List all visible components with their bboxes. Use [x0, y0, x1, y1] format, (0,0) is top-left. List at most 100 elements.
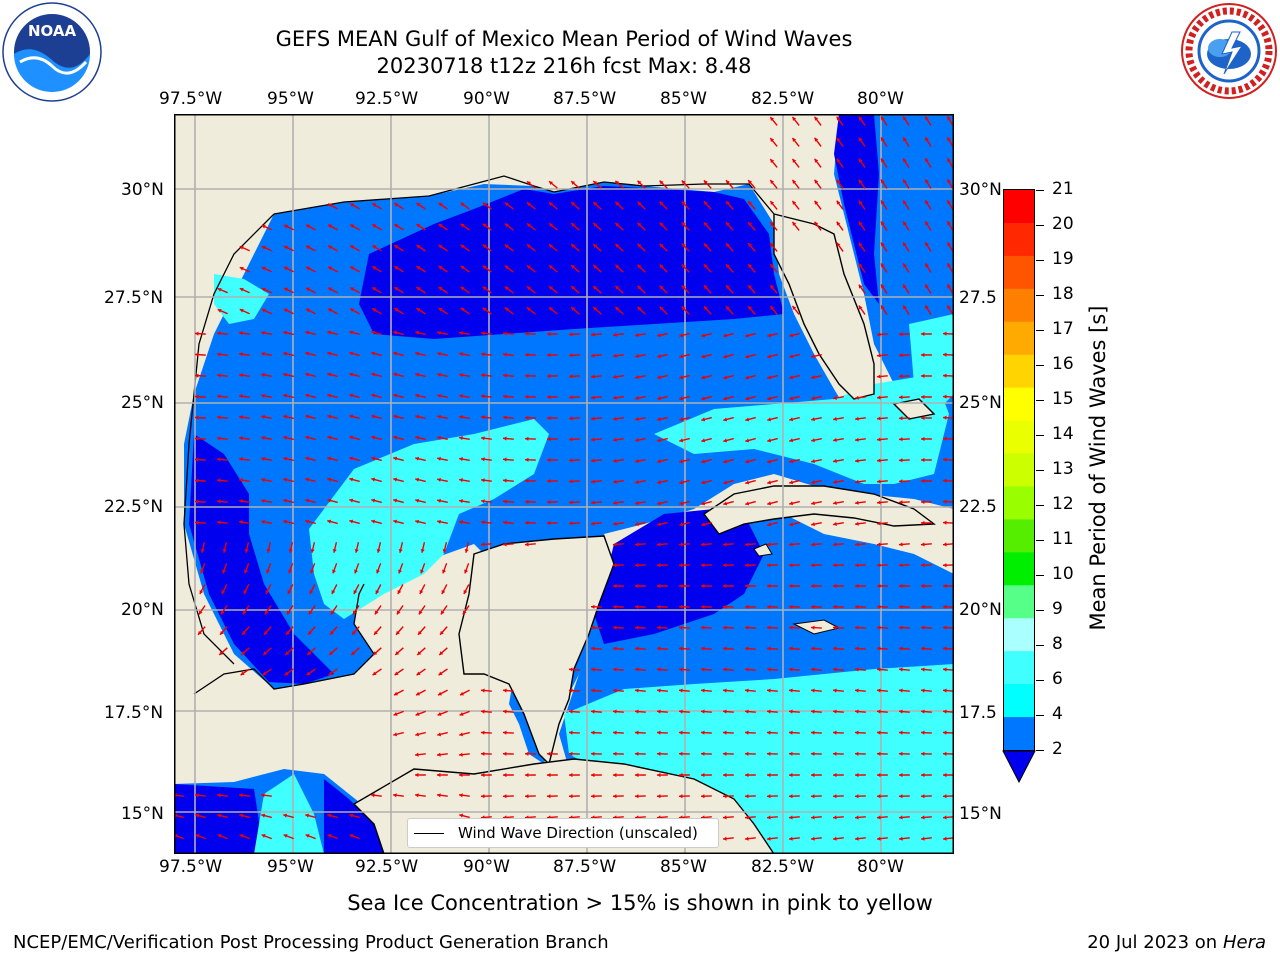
wave-arrow-head: [330, 610, 335, 615]
wave-arrow-head: [723, 604, 727, 609]
wave-arrow-head: [327, 351, 332, 356]
wave-arrow-head: [371, 498, 376, 503]
colorbar-tick-label: 19: [1052, 249, 1074, 269]
wave-arrow-head: [921, 457, 925, 463]
wave-arrow-head: [459, 499, 463, 504]
wave-arrow-head: [217, 813, 222, 818]
wave-arrow-head: [635, 374, 639, 380]
wave-arrow-head: [635, 772, 639, 778]
wave-arrow-head: [613, 688, 617, 693]
wave-arrow-head: [549, 202, 554, 207]
wave-arrow-head: [925, 221, 929, 226]
wave-arrow-head: [571, 265, 576, 269]
wave-arrow-head: [789, 417, 794, 422]
wave-arrow-head: [198, 630, 202, 635]
wave-arrow-head: [481, 542, 485, 547]
wave-arrow-head: [855, 563, 859, 568]
wave-arrow-head: [459, 712, 464, 716]
wave-arrow-head: [767, 375, 772, 380]
wave-arrow-head: [770, 201, 775, 205]
wave-arrow-head: [261, 330, 265, 335]
wave-arrow-head: [877, 437, 881, 442]
wave-arrow-head: [503, 730, 507, 735]
colorbar-tick-mark: [1036, 330, 1044, 331]
colorbar-tick-mark: [1036, 715, 1044, 716]
wave-arrow-head: [613, 625, 617, 630]
wave-arrow-head: [437, 477, 441, 482]
wave-arrow-head: [767, 604, 771, 609]
wave-arrow-head: [681, 180, 686, 185]
wave-arrow-head: [637, 264, 642, 269]
wave-arrow-head: [481, 688, 485, 693]
wave-arrow-head: [789, 583, 793, 589]
wave-arrow-head: [416, 287, 421, 291]
wave-arrow-head: [349, 477, 354, 482]
wave-arrow-head: [591, 730, 595, 735]
wave-arrow-head: [635, 604, 639, 609]
wave-arrow-head: [199, 590, 204, 594]
colorbar-segment: [1004, 354, 1034, 389]
wave-arrow-head: [877, 604, 881, 609]
wave-arrow-head: [921, 499, 925, 505]
wave-arrow-head: [438, 244, 443, 249]
wave-arrow-head: [703, 264, 708, 269]
wave-arrow-head: [464, 569, 468, 574]
colorbar-segments: [1004, 190, 1034, 751]
wave-arrow-head: [327, 813, 332, 818]
wave-arrow-head: [331, 590, 336, 594]
colorbar-tick-mark: [1036, 260, 1044, 261]
wave-arrow-head: [881, 200, 885, 205]
wave-arrow-head: [459, 752, 463, 757]
wave-arrow-head: [701, 522, 706, 527]
wave-arrow-head: [899, 542, 903, 547]
wave-arrow-head: [438, 223, 443, 228]
wave-arrow-head: [770, 285, 775, 289]
wave-arrow-head: [549, 265, 554, 270]
wave-arrow-head: [921, 772, 925, 778]
wave-arrow-head: [415, 330, 420, 335]
wave-arrow-head: [947, 158, 951, 163]
colorbar-tick-mark: [1036, 295, 1044, 296]
wave-arrow-head: [305, 519, 310, 524]
wave-arrow-head: [836, 158, 841, 163]
wave-arrow-head: [635, 458, 639, 464]
wave-arrow-head: [440, 630, 444, 635]
wave-arrow-head: [681, 264, 686, 269]
wave-arrow-head: [745, 836, 749, 841]
wave-arrow-head: [745, 501, 750, 506]
wave-arrow-head: [328, 203, 333, 208]
wave-arrow-head: [569, 751, 573, 756]
wave-arrow-head: [415, 456, 420, 461]
wave-arrow-head: [332, 548, 337, 553]
wave-arrow-head: [613, 604, 617, 609]
wave-arrow-head: [701, 459, 706, 464]
wave-arrow-head: [921, 373, 925, 379]
wave-arrow-head: [195, 793, 199, 798]
wave-arrow-head: [525, 457, 529, 462]
colorbar-tick-mark: [1036, 680, 1044, 681]
wave-arrow-head: [947, 137, 951, 142]
wave-arrow-head: [789, 375, 794, 380]
wave-arrow-head: [503, 772, 507, 778]
wave-arrow-head: [305, 477, 310, 482]
wave-arrow-head: [283, 372, 288, 377]
wave-arrow-head: [591, 646, 595, 651]
wave-arrow-head: [679, 522, 684, 527]
wave-arrow-head: [437, 712, 442, 716]
wave-arrow-head: [481, 499, 485, 504]
wave-arrow-head: [701, 480, 706, 485]
wave-arrow-head: [770, 159, 775, 163]
wave-arrow-head: [635, 416, 639, 422]
wave-arrow-head: [899, 563, 903, 568]
wave-arrow-head: [349, 498, 354, 503]
wave-arrow-head: [460, 265, 465, 270]
wave-arrow-head: [305, 813, 310, 818]
wave-arrow-head: [635, 563, 639, 568]
wave-arrow-head: [481, 794, 485, 799]
wave-arrow-head: [701, 688, 705, 693]
wave-arrow-head: [195, 834, 200, 838]
wave-arrow-head: [371, 414, 376, 419]
wave-arrow-head: [811, 625, 815, 630]
wave-arrow-head: [569, 500, 573, 505]
wave-arrow-head: [372, 266, 377, 270]
